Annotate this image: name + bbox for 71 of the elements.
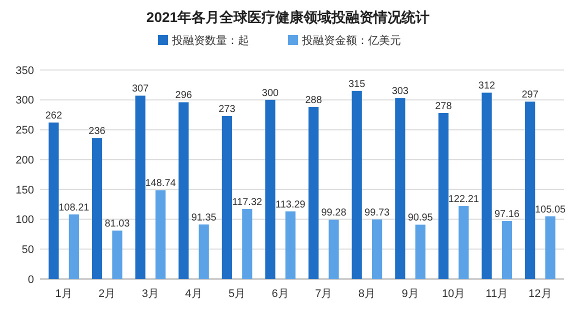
data-label: 99.73 [364, 207, 390, 218]
y-tick-label: 300 [16, 94, 34, 107]
bar [545, 216, 556, 279]
data-label: 148.74 [145, 178, 176, 190]
x-tick-label: 9月 [402, 288, 419, 300]
data-label: 303 [392, 86, 409, 98]
bar [222, 116, 232, 279]
bar [395, 98, 406, 279]
bar [178, 102, 189, 279]
bar [438, 112, 449, 279]
y-tick-label: 200 [16, 154, 34, 166]
bar [352, 90, 362, 279]
x-tick-label: 8月 [358, 288, 376, 300]
bar [265, 100, 276, 279]
bar [458, 206, 469, 279]
data-label: 99.28 [321, 208, 347, 219]
data-label: 91.35 [191, 212, 217, 224]
x-tick-label: 10月 [442, 288, 466, 300]
bar [502, 220, 512, 279]
bar [525, 102, 536, 279]
data-label: 300 [262, 88, 280, 99]
y-tick-label: 0 [28, 274, 34, 286]
data-label: 117.32 [232, 196, 263, 208]
bar [415, 224, 426, 279]
bar [112, 230, 122, 279]
data-label: 297 [522, 90, 539, 101]
bar [328, 220, 339, 279]
y-tick-label: 350 [16, 64, 34, 77]
data-label: 97.16 [494, 208, 520, 220]
chart-title: 2021年各月全球医疗健康领域投融资情况统计 [146, 9, 430, 25]
data-label: 105.05 [534, 204, 566, 216]
bar [135, 96, 146, 279]
data-label: 273 [218, 104, 236, 115]
data-label: 296 [175, 90, 192, 102]
data-label: 81.03 [104, 218, 130, 230]
data-label: 108.21 [58, 202, 90, 214]
x-tick-label: 6月 [272, 288, 289, 300]
bar [155, 190, 166, 279]
legend-label: 投融资数量：起 [171, 35, 249, 47]
x-tick-label: 11月 [486, 288, 508, 300]
data-label: 113.29 [276, 199, 306, 210]
x-tick-label: 7月 [315, 288, 332, 300]
data-label: 236 [88, 126, 106, 138]
bar [372, 219, 382, 279]
x-tick-label: 4月 [185, 288, 202, 300]
bar [92, 138, 102, 279]
data-label: 312 [478, 80, 496, 92]
bar [48, 122, 59, 279]
y-tick-label: 150 [16, 184, 34, 196]
bar [68, 214, 79, 279]
data-label: 315 [348, 78, 366, 90]
x-tick-label: 3月 [142, 288, 159, 300]
bar [482, 92, 492, 279]
bar [242, 208, 252, 279]
data-label: 307 [132, 84, 150, 95]
data-label: 122.21 [448, 194, 480, 206]
bar [198, 224, 209, 279]
data-label: 262 [45, 110, 62, 122]
bar [308, 107, 319, 279]
bar [285, 211, 296, 279]
data-label: 278 [435, 100, 452, 112]
x-tick-label: 1月 [55, 288, 72, 300]
x-tick-label: 2月 [98, 288, 116, 300]
y-tick-label: 250 [16, 124, 34, 137]
y-tick-label: 100 [16, 214, 34, 226]
data-label: 288 [305, 95, 322, 106]
x-tick-label: 12月 [528, 288, 552, 300]
legend-label: 投融资金额：亿美元 [301, 34, 401, 47]
x-tick-label: 5月 [228, 288, 246, 300]
data-label: 90.95 [408, 212, 434, 224]
y-tick-label: 50 [22, 244, 34, 256]
